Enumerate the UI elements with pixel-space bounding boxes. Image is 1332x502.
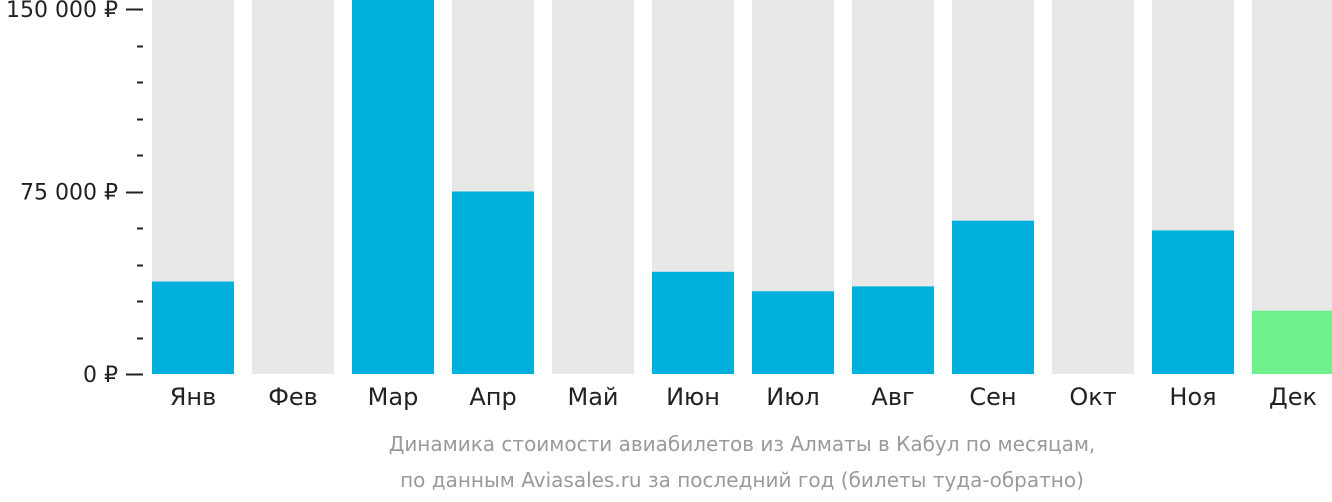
x-tick-label-11: Дек [1269,383,1317,411]
y-tick-label-2: 150 000 ₽ [6,0,118,23]
bar-11 [1252,310,1332,374]
caption-line-1: Динамика стоимости авиабилетов из Алматы… [389,432,1096,456]
bar-0 [152,281,234,374]
x-tick-label-9: Окт [1069,383,1116,411]
x-tick-label-6: Июл [766,383,820,411]
x-axis-labels: Янв Фев Мар Апр Май Июн Июл Авг Сен Окт Ноя Дек [170,383,1317,411]
x-tick-label-0: Янв [170,383,217,411]
bar-3 [452,191,534,374]
x-tick-label-5: Июн [666,383,720,411]
x-tick-label-1: Фев [268,383,318,411]
background-bar-9 [1052,0,1134,374]
bar-7 [852,286,934,374]
x-tick-label-8: Сен [969,383,1016,411]
price-bars [152,0,1332,375]
background-bar-1 [252,0,334,374]
bar-5 [652,271,734,374]
y-axis: 0 ₽ 75 000 ₽ 150 000 ₽ [6,0,143,388]
bar-10 [1152,230,1234,374]
y-tick-label-1: 75 000 ₽ [20,181,118,206]
background-bar-4 [552,0,634,374]
bar-8 [952,220,1034,374]
x-tick-label-10: Ноя [1169,383,1216,411]
x-tick-label-7: Авг [871,383,914,411]
x-tick-label-3: Апр [469,383,516,411]
caption-line-2: по данным Aviasales.ru за последний год … [400,468,1084,492]
x-tick-label-4: Май [567,383,618,411]
bar-2 [352,0,434,375]
x-tick-label-2: Мар [368,383,419,411]
bar-6 [752,291,834,374]
chart-caption: Динамика стоимости авиабилетов из Алматы… [389,432,1096,492]
y-tick-label-0: 0 ₽ [83,363,118,388]
